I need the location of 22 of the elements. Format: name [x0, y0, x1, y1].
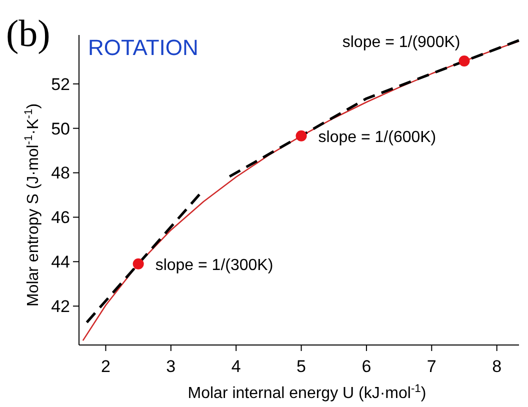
point — [132, 258, 144, 270]
text: (b) — [6, 13, 50, 55]
y-tick-label: 42 — [51, 297, 70, 316]
x-tick-label: 4 — [231, 357, 241, 376]
x-tick-label: 2 — [100, 357, 110, 376]
annotation: slope = 1/(300K) — [155, 256, 274, 274]
y-tick-label: 50 — [51, 119, 70, 138]
y-tick-label: 44 — [51, 252, 70, 272]
x-tick-label: 8 — [492, 357, 502, 376]
chart-title: ROTATION — [88, 35, 198, 60]
point — [296, 130, 307, 142]
annotation: slope = 1/(600K) — [318, 128, 436, 146]
annotation: slope = 1/(900K) — [342, 34, 460, 51]
point — [458, 56, 470, 66]
y-tick-label: 46 — [51, 208, 70, 228]
x-tick-label: 5 — [296, 357, 306, 376]
x-axis-title: Molar internal energy U (kJ·mol$^{-1}$) — [188, 383, 426, 402]
x-tick-label: 6 — [362, 357, 372, 376]
x-tick-label: 7 — [426, 357, 436, 376]
x-tick-label: 3 — [166, 357, 176, 376]
y-tick-label: 52 — [51, 74, 70, 94]
y-tick-label: 48 — [51, 164, 70, 183]
